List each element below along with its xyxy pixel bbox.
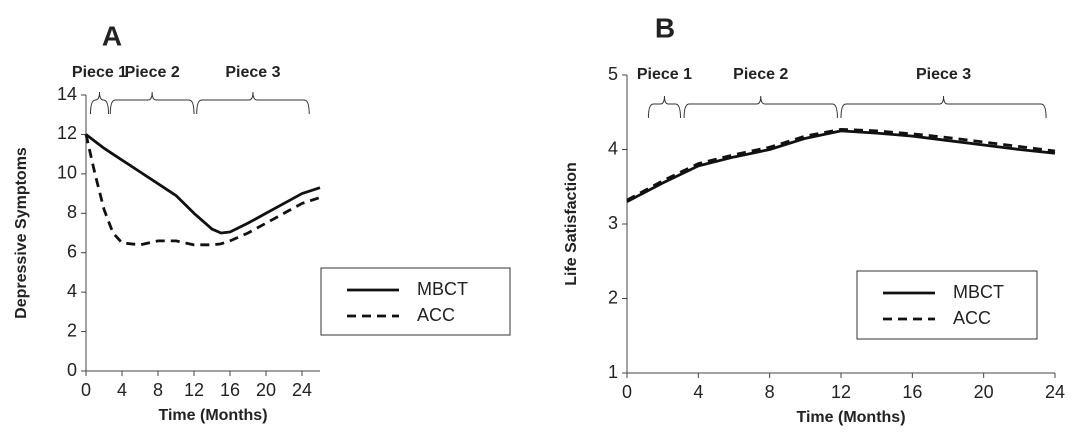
piece-bracket xyxy=(683,95,838,119)
x-tick-label: 8 xyxy=(153,380,163,400)
y-tick-label: 8 xyxy=(67,202,77,222)
piece-bracket xyxy=(196,91,310,115)
y-tick-label: 0 xyxy=(67,360,77,380)
piece-label: Piece 1 xyxy=(72,64,127,81)
piece-label: Piece 2 xyxy=(125,64,180,81)
y-axis-title: Depressive Symptoms xyxy=(13,147,30,319)
x-tick-label: 0 xyxy=(622,382,632,402)
legend-label: MBCT xyxy=(417,279,468,299)
y-tick-label: 12 xyxy=(57,123,77,143)
x-axis-title: Time (Months) xyxy=(796,409,905,426)
x-tick-label: 24 xyxy=(1045,382,1065,402)
y-axis-title: Life Satisfaction xyxy=(563,162,580,286)
y-tick-label: 2 xyxy=(608,287,618,307)
x-tick-label: 4 xyxy=(117,380,127,400)
piece-label: Piece 3 xyxy=(225,64,280,81)
y-tick-label: 5 xyxy=(608,64,618,84)
piece-bracket xyxy=(90,91,109,115)
panel-label: A xyxy=(102,20,122,51)
x-axis-title: Time (Months) xyxy=(158,407,267,424)
piece-bracket xyxy=(109,91,195,115)
x-tick-label: 16 xyxy=(220,380,240,400)
y-tick-label: 1 xyxy=(608,362,618,382)
piece-label: Piece 2 xyxy=(733,66,788,83)
y-tick-label: 6 xyxy=(67,241,77,261)
x-tick-label: 20 xyxy=(974,382,994,402)
y-tick-label: 3 xyxy=(608,213,618,233)
legend-box xyxy=(856,270,1038,340)
piece-label: Piece 3 xyxy=(916,66,971,83)
y-tick-label: 2 xyxy=(67,320,77,340)
piece-bracket xyxy=(647,95,681,119)
legend-label: ACC xyxy=(953,308,991,328)
x-tick-label: 0 xyxy=(81,380,91,400)
legend-box xyxy=(320,267,511,336)
panel-label: B xyxy=(655,12,675,43)
series-line xyxy=(626,129,1056,203)
legend-label: MBCT xyxy=(953,282,1004,302)
piece-label: Piece 1 xyxy=(637,66,692,83)
legend-label: ACC xyxy=(417,305,455,325)
x-tick-label: 24 xyxy=(292,380,312,400)
x-tick-label: 4 xyxy=(693,382,703,402)
y-tick-label: 14 xyxy=(57,84,77,104)
series-line xyxy=(626,127,1056,202)
x-tick-label: 12 xyxy=(831,382,851,402)
piece-bracket xyxy=(840,95,1047,119)
x-tick-label: 8 xyxy=(765,382,775,402)
series-line xyxy=(84,134,321,247)
y-tick-label: 4 xyxy=(67,281,77,301)
series-line xyxy=(85,133,321,235)
x-tick-label: 20 xyxy=(256,380,276,400)
y-tick-label: 10 xyxy=(57,163,77,183)
x-tick-label: 12 xyxy=(184,380,204,400)
y-tick-label: 4 xyxy=(608,138,618,158)
x-tick-label: 16 xyxy=(902,382,922,402)
